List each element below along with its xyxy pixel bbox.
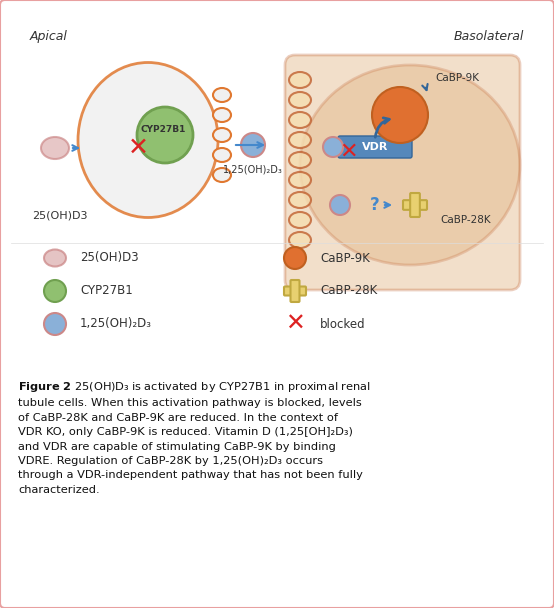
Ellipse shape	[78, 63, 218, 218]
FancyBboxPatch shape	[290, 280, 300, 302]
Text: CaBP-28K: CaBP-28K	[440, 215, 491, 225]
Text: CaBP-9K: CaBP-9K	[435, 73, 479, 83]
FancyBboxPatch shape	[403, 200, 427, 210]
Text: Apical: Apical	[30, 30, 68, 43]
Ellipse shape	[300, 65, 520, 265]
Ellipse shape	[213, 128, 231, 142]
Text: ✕: ✕	[127, 136, 148, 160]
Ellipse shape	[289, 72, 311, 88]
Text: CYP27B1: CYP27B1	[80, 285, 133, 297]
Text: Basolateral: Basolateral	[454, 30, 524, 43]
FancyBboxPatch shape	[410, 193, 420, 217]
Circle shape	[44, 280, 66, 302]
Text: 25(OH)D3: 25(OH)D3	[32, 210, 88, 220]
Text: ?: ?	[370, 196, 380, 214]
Circle shape	[44, 313, 66, 335]
Circle shape	[241, 133, 265, 157]
Ellipse shape	[289, 112, 311, 128]
Text: ✕: ✕	[285, 312, 305, 336]
Circle shape	[323, 137, 343, 157]
Ellipse shape	[289, 152, 311, 168]
FancyBboxPatch shape	[285, 55, 520, 290]
Ellipse shape	[289, 132, 311, 148]
Ellipse shape	[289, 192, 311, 208]
Circle shape	[284, 247, 306, 269]
Ellipse shape	[213, 168, 231, 182]
FancyBboxPatch shape	[338, 136, 412, 158]
Circle shape	[330, 195, 350, 215]
Ellipse shape	[289, 92, 311, 108]
Circle shape	[137, 107, 193, 163]
Ellipse shape	[213, 108, 231, 122]
Text: $\bf{Figure\ 2}$ 25(OH)D₃ is activated by CYP27B1 in proximal renal
tubule cells: $\bf{Figure\ 2}$ 25(OH)D₃ is activated b…	[18, 380, 371, 495]
FancyBboxPatch shape	[284, 286, 306, 295]
Ellipse shape	[213, 148, 231, 162]
Text: ✕: ✕	[338, 142, 357, 162]
Circle shape	[372, 87, 428, 143]
FancyBboxPatch shape	[0, 0, 554, 608]
Ellipse shape	[44, 249, 66, 266]
Text: VDR: VDR	[362, 142, 388, 152]
Text: 25(OH)D3: 25(OH)D3	[80, 252, 138, 264]
Text: CaBP-28K: CaBP-28K	[320, 285, 377, 297]
Text: 1,25(OH)₂D₃: 1,25(OH)₂D₃	[80, 317, 152, 331]
Ellipse shape	[289, 212, 311, 228]
Ellipse shape	[41, 137, 69, 159]
Text: blocked: blocked	[320, 317, 366, 331]
Ellipse shape	[289, 172, 311, 188]
Text: CaBP-9K: CaBP-9K	[320, 252, 370, 264]
Text: 1,25(OH)₂D₃: 1,25(OH)₂D₃	[223, 165, 283, 175]
Text: CYP27B1: CYP27B1	[140, 125, 186, 134]
Ellipse shape	[213, 88, 231, 102]
Ellipse shape	[289, 232, 311, 248]
